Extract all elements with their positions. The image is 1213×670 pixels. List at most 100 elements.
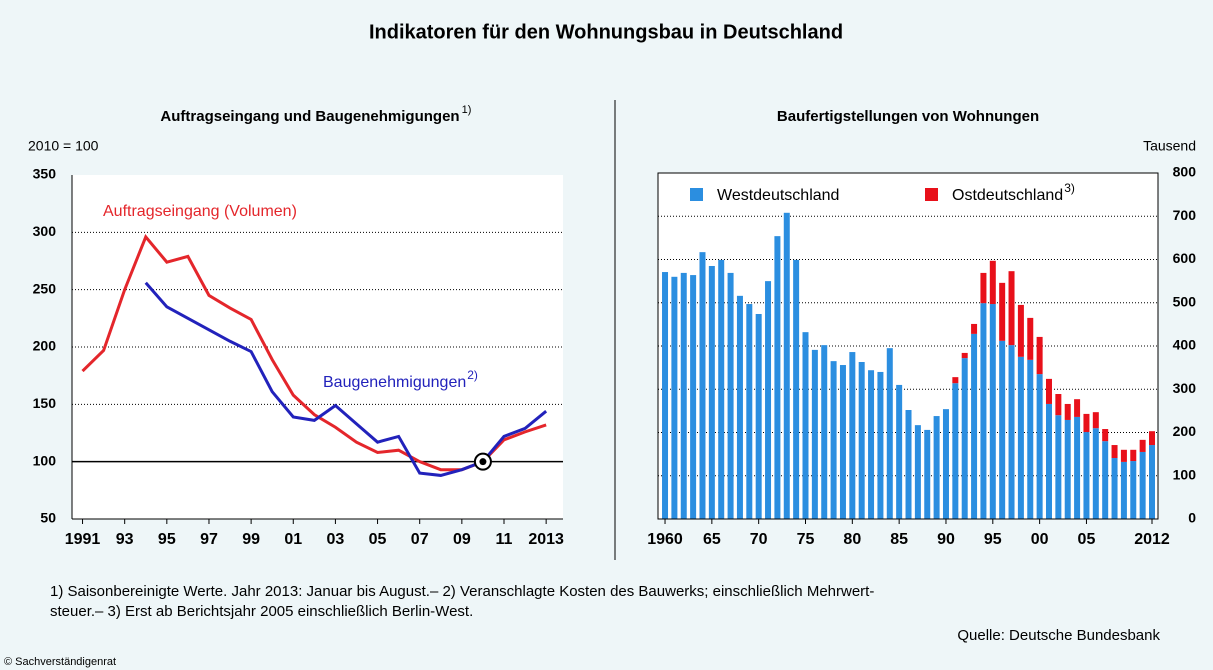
bar bbox=[1130, 449, 1137, 462]
x-tick-label: 01 bbox=[284, 531, 302, 548]
bar bbox=[933, 416, 940, 519]
y-tick-label: 100 bbox=[33, 452, 57, 468]
bar bbox=[1149, 431, 1156, 446]
bar bbox=[999, 340, 1006, 519]
bar bbox=[821, 345, 828, 519]
x-tick-label: 1960 bbox=[647, 531, 683, 548]
y-tick-label: 150 bbox=[33, 395, 57, 411]
x-tick-label: 05 bbox=[1078, 531, 1096, 548]
plot-frame bbox=[657, 172, 1159, 520]
y-tick-label: 500 bbox=[1173, 293, 1197, 309]
bar bbox=[1008, 345, 1015, 519]
bar bbox=[1055, 394, 1062, 416]
bar bbox=[1092, 428, 1099, 519]
y-tick-label: 300 bbox=[33, 223, 57, 239]
bar bbox=[699, 252, 706, 519]
bar bbox=[1130, 461, 1137, 519]
bar bbox=[868, 370, 875, 519]
bar bbox=[980, 303, 987, 519]
bar bbox=[765, 281, 772, 519]
bar bbox=[680, 272, 687, 519]
y-tick-label: 50 bbox=[40, 510, 56, 526]
legend-swatch bbox=[925, 188, 938, 201]
bar bbox=[708, 265, 715, 519]
x-tick-label: 95 bbox=[158, 531, 176, 548]
bar bbox=[774, 236, 781, 519]
x-tick-label: 05 bbox=[369, 531, 387, 548]
bar bbox=[1036, 374, 1043, 519]
y-axis-label: Tausend bbox=[1143, 138, 1196, 154]
bar bbox=[914, 425, 921, 519]
y-tick-label: 400 bbox=[1173, 337, 1197, 353]
x-tick-label: 1991 bbox=[65, 531, 101, 548]
series-note: 2) bbox=[467, 368, 478, 382]
bar bbox=[896, 384, 903, 519]
bar bbox=[877, 371, 884, 519]
bar bbox=[1120, 461, 1127, 519]
bar bbox=[1139, 439, 1146, 452]
bar bbox=[662, 272, 669, 519]
x-tick-label: 99 bbox=[242, 531, 260, 548]
bar bbox=[727, 272, 734, 519]
bar bbox=[952, 383, 959, 519]
legend-label: Westdeutschland bbox=[717, 187, 839, 204]
y-axis-label: 2010 = 100 bbox=[28, 138, 99, 154]
bar bbox=[1017, 356, 1024, 519]
bar bbox=[858, 362, 865, 519]
bar bbox=[830, 361, 837, 519]
bar bbox=[718, 259, 725, 519]
bar bbox=[989, 260, 996, 305]
bar bbox=[1149, 445, 1156, 519]
footnote: 1) Saisonbereinigte Werte. Jahr 2013: Ja… bbox=[50, 583, 874, 600]
bar bbox=[1027, 359, 1034, 519]
bar bbox=[1027, 317, 1034, 360]
bar bbox=[1092, 412, 1099, 429]
y-tick-label: 800 bbox=[1173, 164, 1197, 180]
x-tick-label: 2012 bbox=[1134, 531, 1170, 548]
x-tick-label: 09 bbox=[453, 531, 471, 548]
y-tick-label: 600 bbox=[1173, 250, 1197, 266]
x-tick-label: 07 bbox=[411, 531, 429, 548]
bar bbox=[839, 365, 846, 519]
bar bbox=[1036, 336, 1043, 375]
source: Quelle: Deutsche Bundesbank bbox=[957, 627, 1160, 644]
x-tick-label: 95 bbox=[984, 531, 1002, 548]
bar bbox=[1008, 271, 1015, 346]
bar bbox=[1074, 416, 1081, 519]
bar bbox=[1139, 451, 1146, 519]
chart-title: Auftragseingang und Baugenehmigungen bbox=[160, 108, 459, 125]
bar bbox=[905, 410, 912, 519]
bar bbox=[980, 272, 987, 304]
bar bbox=[1017, 304, 1024, 357]
bar bbox=[736, 295, 743, 519]
bar bbox=[971, 323, 978, 334]
x-tick-label: 90 bbox=[937, 531, 955, 548]
x-tick-label: 93 bbox=[116, 531, 134, 548]
bar bbox=[924, 429, 931, 519]
bar bbox=[1102, 441, 1109, 519]
x-tick-label: 03 bbox=[327, 531, 345, 548]
bar bbox=[755, 313, 762, 519]
y-tick-label: 200 bbox=[1173, 423, 1197, 439]
bar bbox=[961, 358, 968, 519]
bar bbox=[746, 304, 753, 519]
y-tick-label: 0 bbox=[1188, 510, 1196, 526]
index-base-dot bbox=[479, 458, 487, 466]
bar bbox=[1111, 445, 1118, 459]
legend-label: Ostdeutschland bbox=[952, 187, 1063, 204]
bar bbox=[971, 333, 978, 519]
bar bbox=[886, 348, 893, 519]
x-tick-label: 85 bbox=[890, 531, 908, 548]
bar bbox=[1111, 458, 1118, 519]
bar bbox=[671, 276, 678, 519]
bar bbox=[1064, 403, 1071, 420]
bar bbox=[802, 332, 809, 519]
series-label: Baugenehmigungen bbox=[323, 374, 466, 391]
y-tick-label: 350 bbox=[33, 166, 57, 182]
bar bbox=[1045, 403, 1052, 519]
y-tick-label: 250 bbox=[33, 280, 57, 296]
title-note: 1) bbox=[462, 104, 472, 116]
bar bbox=[1055, 415, 1062, 519]
footnote: steuer.– 3) Erst ab Berichtsjahr 2005 ei… bbox=[50, 603, 473, 620]
legend-swatch bbox=[690, 188, 703, 201]
